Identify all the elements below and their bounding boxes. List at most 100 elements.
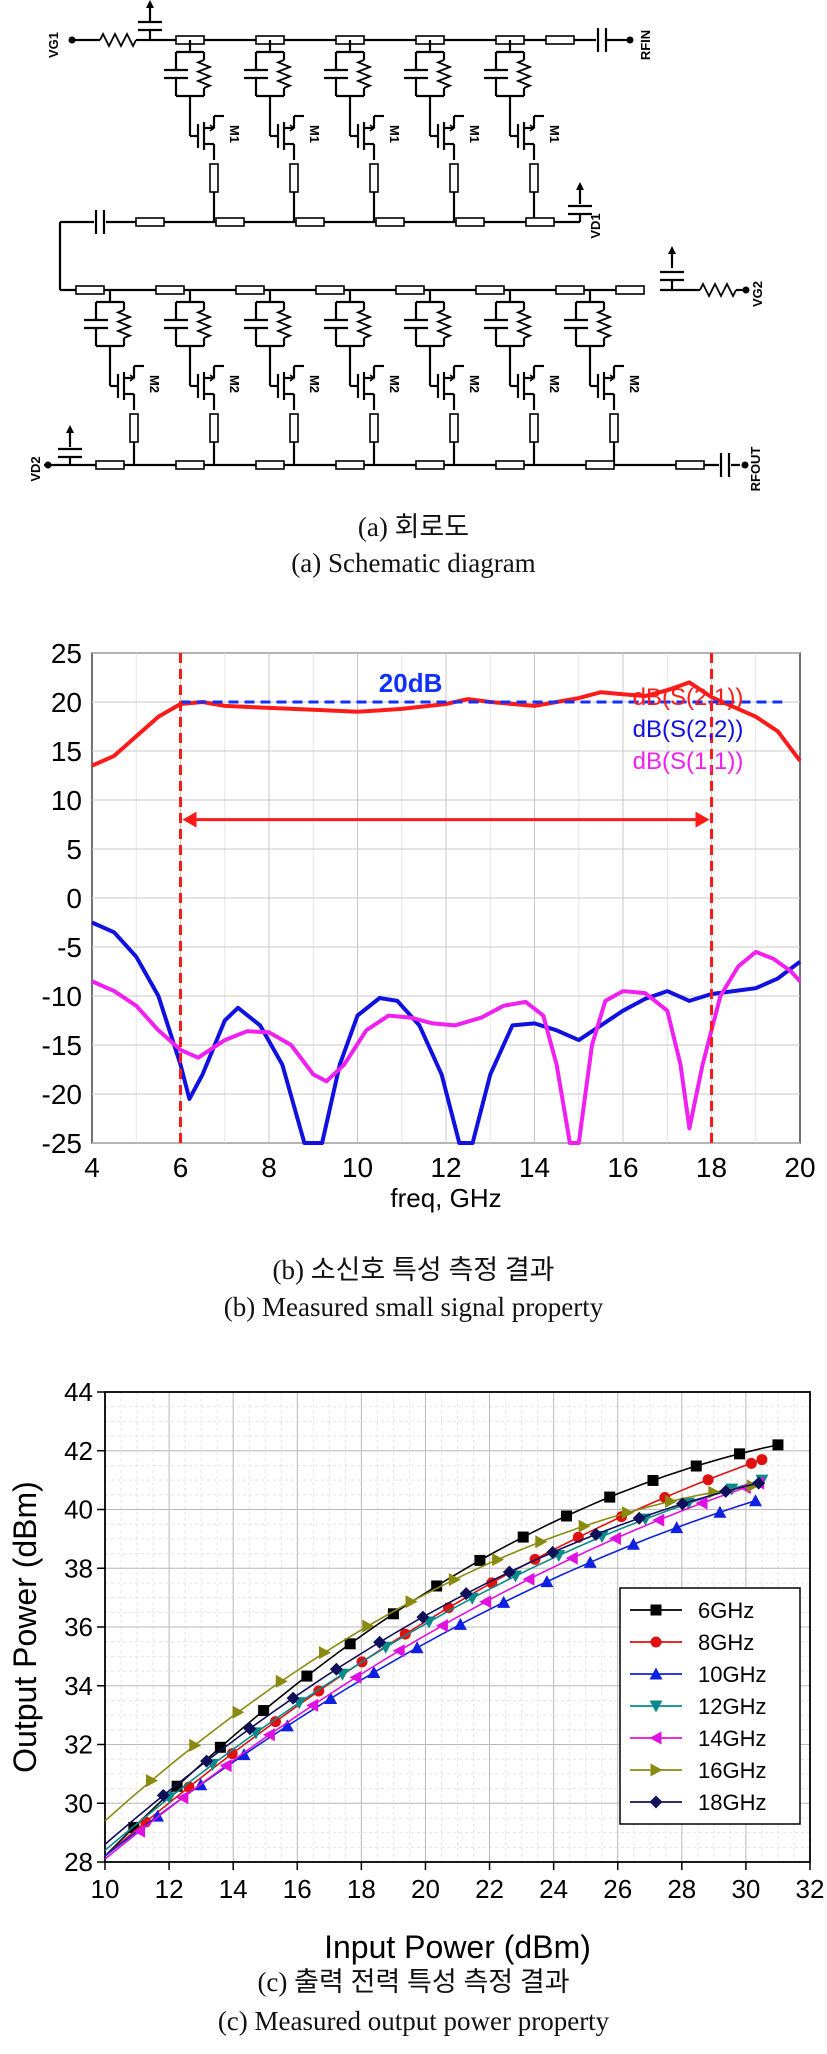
band-arrow-head [182, 811, 197, 828]
transmission-line [295, 217, 325, 227]
transmission-line [175, 460, 205, 470]
data-point [262, 1728, 275, 1742]
vd2-label: VD2 [28, 456, 43, 481]
y-tick-label: 10 [51, 785, 82, 816]
y-tick-label: 0 [66, 883, 82, 914]
y-tick-label: 40 [64, 1495, 93, 1525]
x-tick-label: 30 [731, 1874, 760, 1904]
x-tick-label: 32 [796, 1874, 825, 1904]
x-tick-label: 18 [347, 1874, 376, 1904]
data-point [650, 1636, 662, 1648]
transmission-line [415, 460, 445, 470]
transmission-line [545, 35, 575, 45]
transmission-line [555, 285, 585, 295]
transmission-line [529, 413, 539, 443]
transistor-label: M2 [227, 375, 242, 393]
x-tick-label: 14 [219, 1874, 248, 1904]
series-line [91, 949, 802, 1145]
data-point [734, 1448, 745, 1460]
data-point [517, 1531, 529, 1543]
transistor-label: M1 [467, 125, 482, 143]
data-point [713, 1505, 727, 1518]
data-point [243, 1722, 257, 1736]
y-tick-label: -25 [42, 1128, 82, 1159]
data-point [565, 1551, 578, 1565]
data-point [626, 1537, 640, 1550]
data-point [649, 1795, 663, 1809]
data-point [410, 1641, 424, 1654]
data-point [772, 1439, 784, 1451]
data-point [171, 1780, 183, 1792]
legend-entry: dB(S(1,1)) [633, 748, 744, 775]
resistor [355, 59, 373, 89]
x-tick-label: 8 [261, 1152, 277, 1183]
data-point [650, 1604, 662, 1616]
caption-a-english: (a) Schematic diagram [291, 548, 536, 578]
data-point [329, 1662, 343, 1676]
small-signal-chart: 4 6 8 10 12 14 16 18 20 25 20 15 10 5 0 -5 -10 -15 -20 -25 f… [42, 638, 816, 1213]
data-point [275, 1674, 288, 1688]
data-point [128, 1821, 140, 1833]
schematic-diagram: VG1 RFIN M1 M1 M1 M1 M1 VD1 VG2 M2 M2 M2 M2 M2 M2 M2 VD2… [28, 0, 765, 491]
x-tick-label: 10 [342, 1152, 373, 1183]
data-point [301, 1670, 313, 1682]
transmission-line [615, 285, 645, 295]
resistor [595, 309, 613, 339]
transmission-line [209, 163, 219, 193]
data-point [232, 1705, 245, 1719]
resistor [115, 309, 133, 339]
data-point [349, 1670, 362, 1684]
resistor [435, 59, 453, 89]
data-point [649, 1700, 663, 1713]
legend-entry: 16GHz [698, 1758, 766, 1783]
capacitor-gap [596, 36, 608, 44]
legend-entry: 6GHz [698, 1598, 754, 1623]
data-point [540, 1575, 554, 1588]
data-point [431, 1580, 443, 1592]
transmission-line [449, 163, 459, 193]
transmission-line [449, 413, 459, 443]
transmission-line [609, 413, 619, 443]
x-tick-label: 16 [607, 1152, 638, 1183]
schematic-panel: VG1 RFIN M1 M1 M1 M1 M1 VD1 VG2 M2 M2 M2 M2 M2 M2 M2 VD2… [0, 0, 827, 500]
data-point [647, 1474, 659, 1486]
data-point [665, 1494, 678, 1508]
data-point [497, 1595, 511, 1608]
y-tick-label: 34 [64, 1671, 93, 1701]
source-arrow [369, 374, 376, 382]
x-tick-label: 12 [155, 1874, 184, 1904]
y-tick-label: 30 [64, 1788, 93, 1818]
transmission-line [95, 460, 125, 470]
source-arrow [449, 374, 456, 382]
transmission-line [255, 460, 285, 470]
supply-arrow-head [146, 0, 154, 8]
x-tick-label: 26 [603, 1874, 632, 1904]
data-point [453, 1617, 467, 1630]
data-point [695, 1496, 708, 1510]
data-point [604, 1491, 616, 1503]
transmission-line [495, 460, 525, 470]
source-arrow [209, 374, 216, 382]
data-point [448, 1573, 461, 1587]
band-arrow-head [695, 811, 710, 828]
x-tick-label: 22 [475, 1874, 504, 1904]
source-arrow [529, 124, 536, 132]
transistor-label: M1 [227, 125, 242, 143]
source-arrow [609, 374, 616, 382]
data-point [286, 1691, 300, 1705]
data-point [752, 1476, 766, 1490]
x-axis-label: Input Power (dBm) [324, 1929, 591, 1965]
x-tick-label: 28 [667, 1874, 696, 1904]
plot-frame [104, 1391, 811, 1863]
data-point [719, 1484, 733, 1498]
transmission-line [155, 285, 185, 295]
capacitor-gap [94, 218, 106, 226]
output-power-chart-panel: 10 12 14 16 18 20 22 24 26 28 30 32 28 30 32 34 36 38 40 42… [0, 1350, 827, 1970]
data-point [189, 1738, 202, 1752]
x-tick-label: 20 [784, 1152, 815, 1183]
data-point [560, 1510, 572, 1522]
x-tick-label: 16 [283, 1874, 312, 1904]
transmission-line [395, 285, 425, 295]
transmission-line [315, 285, 345, 295]
data-point [133, 1824, 146, 1838]
